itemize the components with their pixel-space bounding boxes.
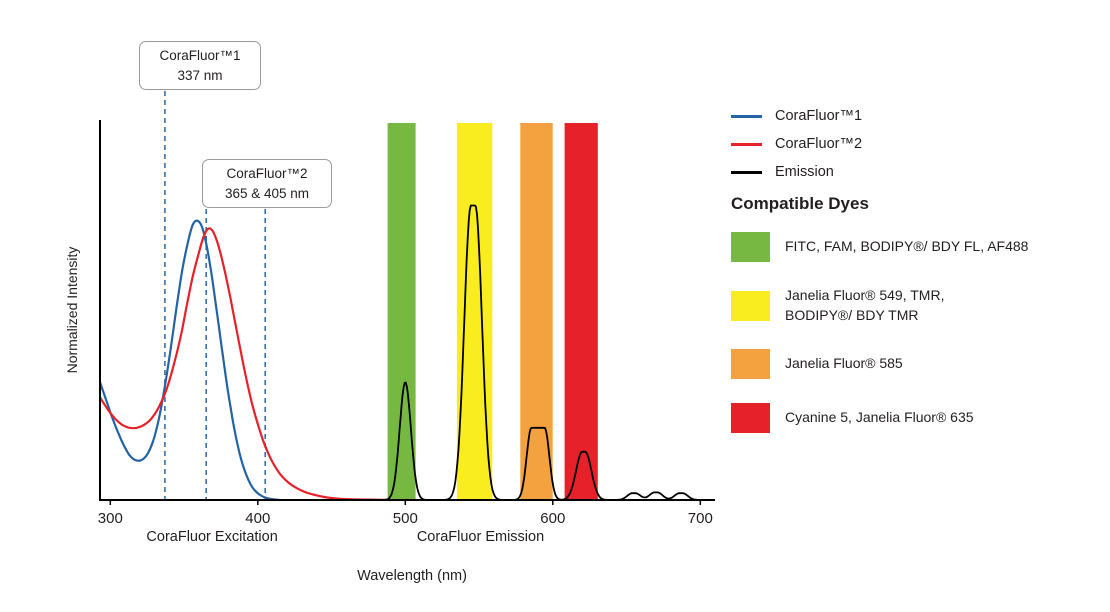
x-tick-label: 400 <box>245 510 270 527</box>
dye-swatch-red <box>731 403 770 434</box>
x-tick-label: 600 <box>540 510 565 527</box>
x-section-label: CoraFluor Emission <box>417 529 544 545</box>
dye-label: Cyanine 5, Janelia Fluor® 635 <box>785 409 974 426</box>
emission-filter-band-red <box>564 123 598 500</box>
annotation-callout-corafluor2: CoraFluor™2 365 & 405 nm <box>202 159 332 209</box>
dye-row-red: Cyanine 5, Janelia Fluor® 635 <box>731 403 1103 434</box>
legend-label: CoraFluor™2 <box>775 136 863 152</box>
compatible-dyes-heading: Compatible Dyes <box>731 194 869 213</box>
annotation-title: CoraFluor™1 <box>159 48 241 63</box>
legend-panel: CoraFluor™1 CoraFluor™2 Emission Compati… <box>731 106 1103 457</box>
excitation-curve-corafluor1 <box>98 219 280 502</box>
dye-swatch-orange <box>731 349 770 380</box>
annotation-callout-corafluor1: CoraFluor™1 337 nm <box>139 41 261 91</box>
legend-item-corafluor2: CoraFluor™2 <box>731 134 1103 154</box>
annotation-wavelength: 337 nm <box>177 67 223 83</box>
x-section-label: CoraFluor Excitation <box>146 529 277 545</box>
dye-row-yellow: Janelia Fluor® 549, TMR, BODIPY®/ BDY TM… <box>731 286 1103 325</box>
dye-label: FITC, FAM, BODIPY®/ BDY FL, AF488 <box>785 238 1029 255</box>
dye-row-orange: Janelia Fluor® 585 <box>731 349 1103 380</box>
dye-swatch-green <box>731 232 770 262</box>
legend-item-corafluor1: CoraFluor™1 <box>731 106 1103 126</box>
dye-row-green: FITC, FAM, BODIPY®/ BDY FL, AF488 <box>731 232 1103 262</box>
excitation-curve-corafluor2 <box>99 227 391 502</box>
dye-label: Janelia Fluor® 585 <box>785 355 903 372</box>
annotation-title: CoraFluor™2 <box>226 166 308 181</box>
legend-line-swatch-black <box>731 170 762 174</box>
spectra-chart: 300 400 500 600 700 CoraFluor Excitation CoraF… <box>64 82 715 584</box>
legend-label: Emission <box>775 164 834 180</box>
x-tick-label: 500 <box>393 510 418 527</box>
annotation-wavelength: 365 & 405 nm <box>224 185 310 201</box>
legend-line-swatch-red <box>731 142 762 146</box>
y-axis-title: Normalized Intensity <box>64 247 80 374</box>
dye-swatch-yellow <box>731 290 770 321</box>
legend-item-emission: Emission <box>731 162 1103 182</box>
x-axis-title: Wavelength (nm) <box>357 568 467 584</box>
legend-line-swatch-blue <box>731 114 762 118</box>
x-tick-label: 300 <box>98 510 123 527</box>
x-tick-label: 700 <box>688 510 713 527</box>
legend-label: CoraFluor™1 <box>775 108 863 124</box>
dye-label: Janelia Fluor® 549, TMR, BODIPY®/ BDY TM… <box>785 287 945 323</box>
